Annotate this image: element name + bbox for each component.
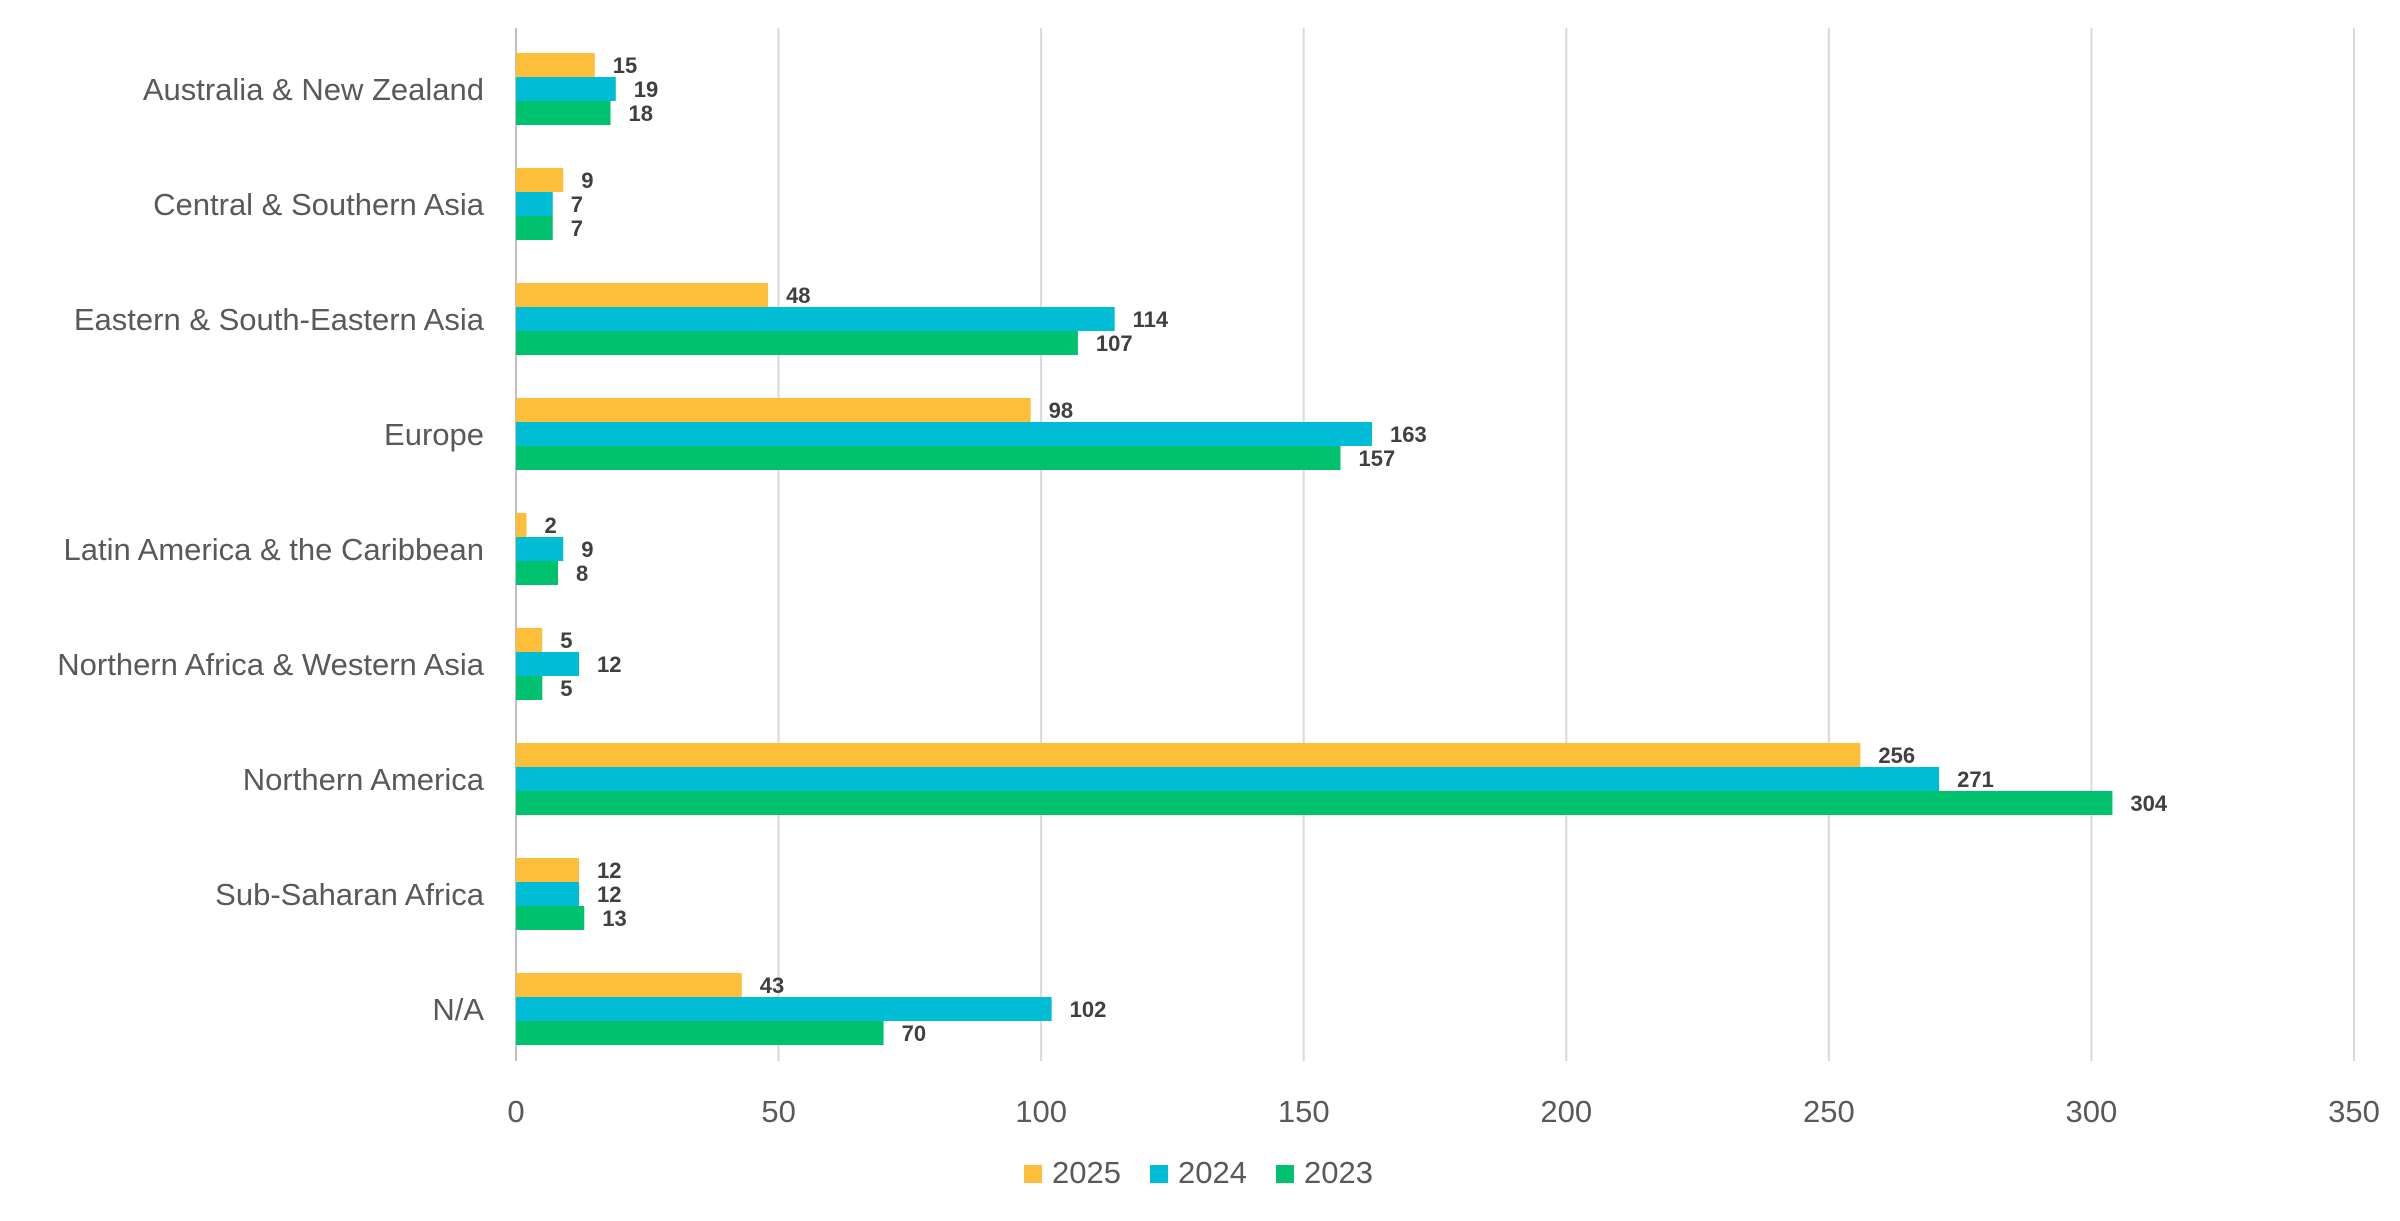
data-label-2023-central-and-southern-asia: 7	[571, 216, 583, 241]
bar-2023-central-and-southern-asia	[516, 216, 553, 240]
bar-2025-na	[516, 973, 742, 997]
data-label-2025-northern-america: 256	[1878, 743, 1915, 768]
data-label-2023-europe: 157	[1358, 446, 1395, 471]
legend: 2025 2024 2023	[1024, 1155, 1373, 1190]
data-label-2025-eastern-and-south-eastern-asia: 48	[786, 283, 810, 308]
data-label-2023-northern-america: 304	[2130, 791, 2167, 816]
category-label-central-and-southern-asia: Central & Southern Asia	[153, 187, 485, 222]
category-label-northern-africa-and-western-asia: Northern Africa & Western Asia	[57, 647, 484, 682]
data-label-2023-sub-saharan-africa: 13	[602, 906, 626, 931]
legend-swatch-2023	[1276, 1165, 1294, 1183]
x-tick-label-150: 150	[1278, 1094, 1330, 1129]
category-label-australia-and-new-zealand: Australia & New Zealand	[143, 72, 484, 107]
bar-2024-central-and-southern-asia	[516, 192, 553, 216]
data-label-2024-latin-america-and-the-caribbean: 9	[581, 537, 593, 562]
data-label-2023-na: 70	[902, 1021, 926, 1046]
bar-2025-northern-america	[516, 743, 1861, 767]
data-label-2023-northern-africa-and-western-asia: 5	[560, 676, 572, 701]
bar-2025-europe	[516, 398, 1031, 422]
category-label-latin-america-and-the-caribbean: Latin America & the Caribbean	[64, 532, 484, 567]
data-label-2025-northern-africa-and-western-asia: 5	[560, 628, 572, 653]
data-label-2024-na: 102	[1070, 997, 1107, 1022]
x-tick-label-100: 100	[1015, 1094, 1067, 1129]
bar-2025-sub-saharan-africa	[516, 858, 580, 882]
bar-2023-eastern-and-south-eastern-asia	[516, 331, 1078, 355]
gridlines	[515, 28, 2355, 1061]
legend-label-2024: 2024	[1178, 1155, 1247, 1190]
category-labels: Australia & New Zealand Central & Souther…	[57, 72, 484, 1027]
bar-2025-latin-america-and-the-caribbean	[516, 513, 527, 537]
data-label-2023-eastern-and-south-eastern-asia: 107	[1096, 331, 1133, 356]
legend-swatch-2024	[1150, 1165, 1168, 1183]
bar-2024-europe	[516, 422, 1372, 446]
data-label-2024-sub-saharan-africa: 12	[597, 882, 621, 907]
bar-2023-northern-america	[516, 791, 2113, 815]
data-label-2024-central-and-southern-asia: 7	[571, 192, 583, 217]
bar-2023-europe	[516, 446, 1341, 470]
legend-swatch-2025	[1024, 1165, 1042, 1183]
data-label-2024-northern-america: 271	[1957, 767, 1994, 792]
category-label-na: N/A	[432, 992, 484, 1027]
bar-2024-australia-and-new-zealand	[516, 77, 616, 101]
bar-2023-na	[516, 1021, 884, 1045]
category-label-sub-saharan-africa: Sub-Saharan Africa	[215, 877, 485, 912]
x-tick-label-250: 250	[1803, 1094, 1855, 1129]
bar-2024-na	[516, 997, 1052, 1021]
data-label-2023-australia-and-new-zealand: 18	[629, 101, 653, 126]
bar-2024-northern-africa-and-western-asia	[516, 652, 580, 676]
data-label-2025-latin-america-and-the-caribbean: 2	[545, 513, 557, 538]
data-label-2024-europe: 163	[1390, 422, 1427, 447]
data-label-2024-eastern-and-south-eastern-asia: 114	[1133, 307, 1169, 332]
bars	[516, 53, 2113, 1045]
data-label-2025-na: 43	[760, 973, 784, 998]
bar-2025-eastern-and-south-eastern-asia	[516, 283, 769, 307]
bar-2025-northern-africa-and-western-asia	[516, 628, 543, 652]
data-label-2025-sub-saharan-africa: 12	[597, 858, 621, 883]
legend-label-2025: 2025	[1052, 1155, 1121, 1190]
bar-2023-sub-saharan-africa	[516, 906, 585, 930]
x-tick-label-200: 200	[1540, 1094, 1592, 1129]
data-label-2024-northern-africa-and-western-asia: 12	[597, 652, 621, 677]
data-label-2025-australia-and-new-zealand: 15	[613, 53, 637, 78]
data-label-2023-latin-america-and-the-caribbean: 8	[576, 561, 588, 586]
category-label-northern-america: Northern America	[243, 762, 485, 797]
bar-2025-central-and-southern-asia	[516, 168, 564, 192]
data-label-2025-europe: 98	[1049, 398, 1073, 423]
category-label-eastern-and-south-eastern-asia: Eastern & South-Eastern Asia	[74, 302, 485, 337]
category-label-europe: Europe	[384, 417, 484, 452]
bar-2025-australia-and-new-zealand	[516, 53, 595, 77]
x-tick-label-350: 350	[2328, 1094, 2380, 1129]
data-label-2024-australia-and-new-zealand: 19	[634, 77, 658, 102]
x-tick-label-0: 0	[507, 1094, 524, 1129]
data-labels: 1519189774811410798163157298512525627130…	[545, 53, 2168, 1046]
bar-2024-eastern-and-south-eastern-asia	[516, 307, 1115, 331]
data-label-2025-central-and-southern-asia: 9	[581, 168, 593, 193]
x-tick-labels: 0 50 100 150 200 250 300 350	[507, 1094, 2379, 1129]
legend-label-2023: 2023	[1304, 1155, 1373, 1190]
bar-2024-sub-saharan-africa	[516, 882, 580, 906]
bar-2023-latin-america-and-the-caribbean	[516, 561, 559, 585]
bar-2023-australia-and-new-zealand	[516, 101, 611, 125]
x-tick-label-50: 50	[761, 1094, 795, 1129]
bar-2024-latin-america-and-the-caribbean	[516, 537, 564, 561]
bar-2023-northern-africa-and-western-asia	[516, 676, 543, 700]
x-tick-label-300: 300	[2066, 1094, 2118, 1129]
bar-2024-northern-america	[516, 767, 1940, 791]
